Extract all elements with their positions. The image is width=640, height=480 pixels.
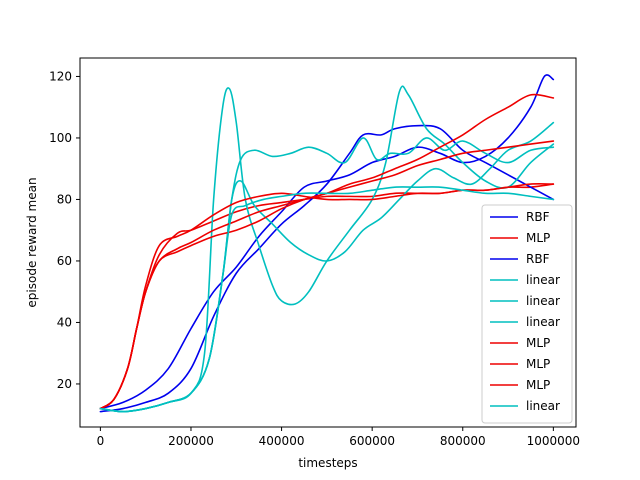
y-tick-label: 80 <box>57 192 72 206</box>
legend-label: RBF <box>526 252 550 266</box>
x-tick-label: 1000000 <box>527 434 580 448</box>
ticks: 0 200000 400000 600000 800000 1000000 20 40 60 80… <box>49 69 580 448</box>
legend-label: linear <box>526 294 560 308</box>
axes <box>79 57 577 428</box>
plot-frame <box>79 57 577 428</box>
legend-label: RBF <box>526 210 550 224</box>
x-tick-label: 0 <box>97 434 105 448</box>
x-tick-label: 400000 <box>259 434 305 448</box>
legend-label: linear <box>526 399 560 413</box>
series-line-3-rbf <box>99 124 555 413</box>
legend: RBF MLP RBF linear linear linear MLP MLP MLP line… <box>481 204 573 424</box>
y-tick-label: 100 <box>49 131 72 145</box>
x-axis-title: timesteps <box>298 456 357 470</box>
series-line-8-mlp <box>99 140 555 410</box>
series-line-4-linear <box>99 85 555 413</box>
y-tick-label: 120 <box>49 69 72 83</box>
x-tick-label: 600000 <box>349 434 395 448</box>
series-layer <box>99 74 555 413</box>
y-tick-label: 20 <box>57 377 72 391</box>
legend-label: linear <box>526 315 560 329</box>
legend-label: MLP <box>526 378 550 392</box>
y-tick-label: 40 <box>57 315 72 329</box>
legend-label: MLP <box>526 336 550 350</box>
x-tick-label: 200000 <box>168 434 214 448</box>
legend-label: MLP <box>526 357 550 371</box>
y-axis-title: episode reward mean <box>25 177 39 307</box>
legend-label: MLP <box>526 231 550 245</box>
y-tick-label: 60 <box>57 254 72 268</box>
series-line-10-linear <box>99 186 555 413</box>
x-tick-label: 800000 <box>440 434 486 448</box>
legend-label: linear <box>526 273 560 287</box>
